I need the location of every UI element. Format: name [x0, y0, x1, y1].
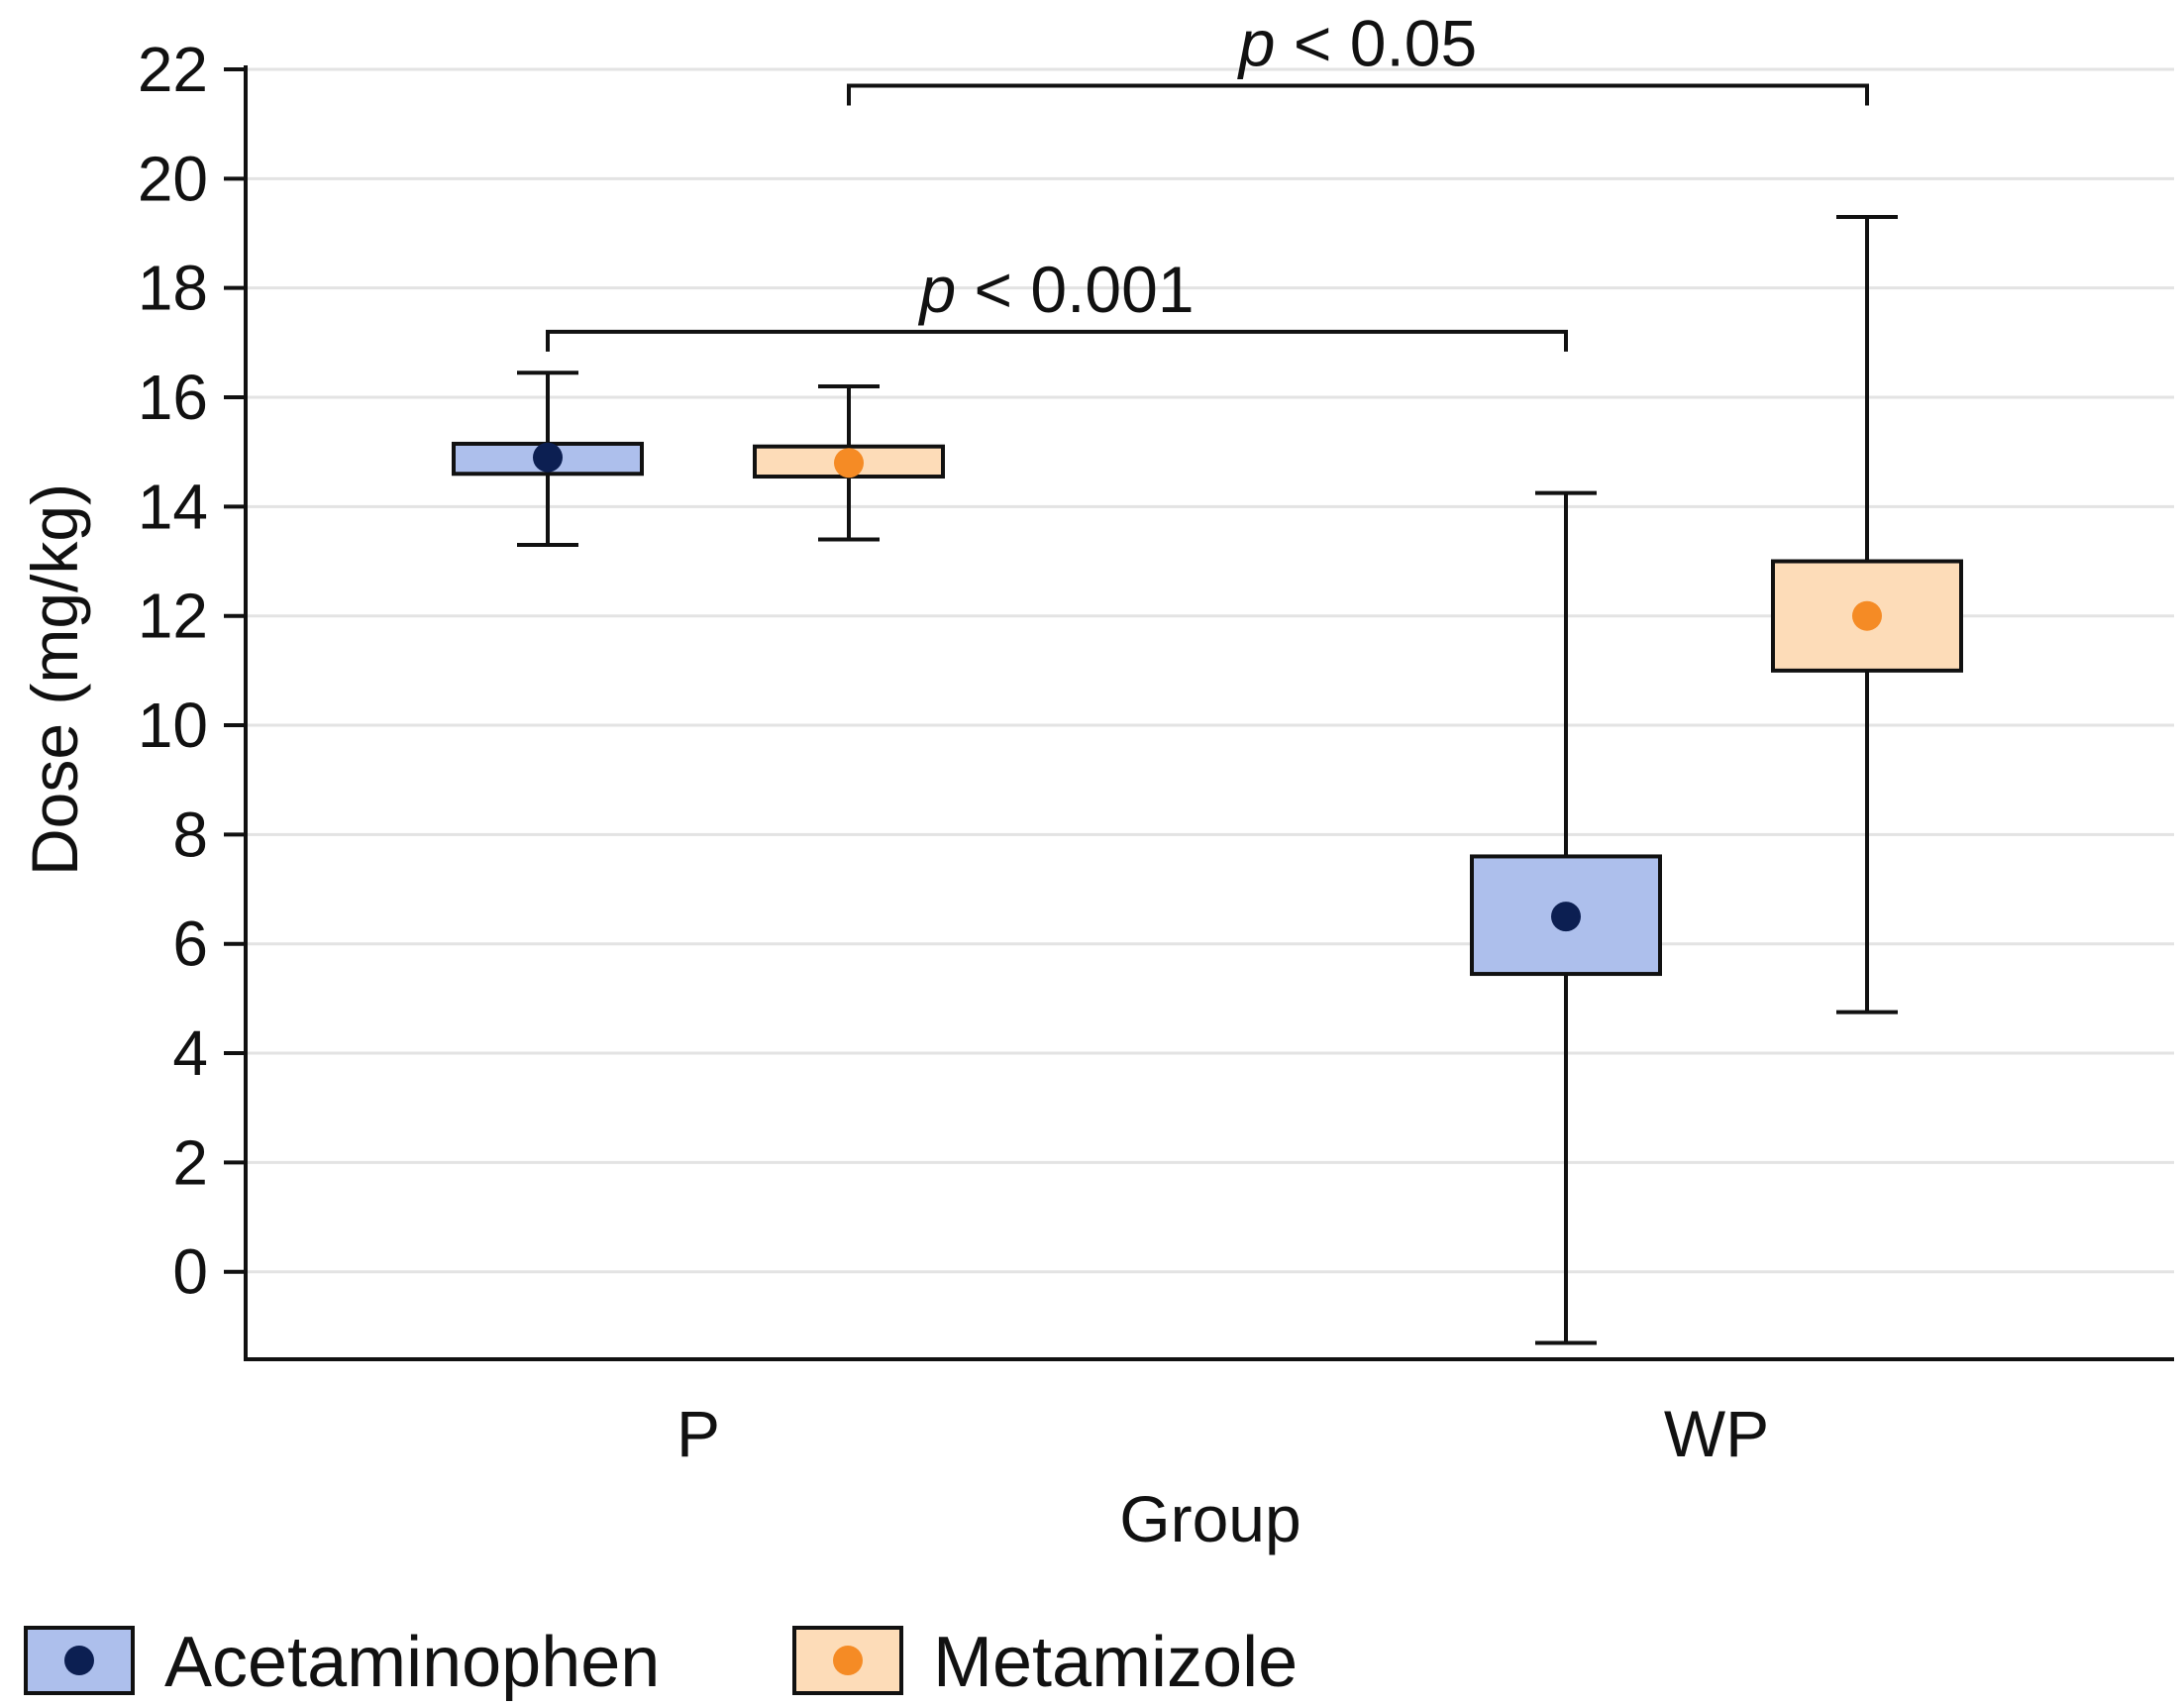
significance-label: p < 0.05 [1237, 7, 1477, 80]
y-tick-label-12: 12 [138, 581, 208, 652]
legend-label: Acetaminophen [164, 1623, 660, 1702]
p-value: < 0.05 [1276, 7, 1478, 80]
y-tick-label-22: 22 [138, 34, 208, 105]
y-tick-label-20: 20 [138, 143, 208, 214]
y-tick-label-6: 6 [172, 908, 208, 980]
legend-marker [64, 1646, 94, 1675]
y-tick-label-14: 14 [138, 471, 208, 542]
gridlines [246, 67, 2174, 1274]
bracket-line [847, 83, 1869, 106]
box-metamizole-wp [1771, 214, 1963, 1014]
x-axis-title: Group [1119, 1482, 1300, 1555]
p-value: < 0.001 [956, 253, 1194, 326]
boxes [452, 214, 1963, 1345]
mean-marker [533, 442, 563, 473]
significance-bracket-2: p < 0.05 [847, 7, 1869, 106]
axes: 0 2 4 6 8 10 12 14 16 18 20 22 P WP Group Dose (mg/kg) [18, 34, 2174, 1555]
significance-bracket-1: p < 0.001 [546, 253, 1568, 352]
p-symbol: p [917, 253, 956, 326]
legend-label: Metamizole [933, 1623, 1298, 1702]
y-tick-label-16: 16 [138, 362, 208, 433]
legend-item-acetaminophen: Acetaminophen [24, 1623, 660, 1702]
p-symbol: p [1237, 7, 1276, 80]
box-acetaminophen-wp [1470, 490, 1662, 1345]
y-tick-label-8: 8 [172, 799, 208, 870]
box-body [1470, 854, 1662, 977]
mean-marker [834, 448, 864, 479]
legend: Acetaminophen Metamizole [24, 1623, 1298, 1702]
mean-marker [1551, 902, 1581, 932]
legend-marker [833, 1646, 863, 1675]
x-category-label-p: P [676, 1397, 720, 1470]
y-tick-label-0: 0 [172, 1236, 208, 1308]
legend-item-metamizole: Metamizole [792, 1623, 1298, 1702]
y-tick-label-10: 10 [138, 690, 208, 761]
significance-label: p < 0.001 [917, 253, 1194, 326]
mean-marker [1852, 600, 1882, 631]
y-tick-label-4: 4 [172, 1017, 208, 1089]
y-tick-label-18: 18 [138, 253, 208, 324]
x-category-label-wp: WP [1664, 1397, 1769, 1470]
legend-swatch [792, 1626, 903, 1695]
bracket-line [546, 329, 1568, 352]
box-metamizole-p [753, 383, 945, 542]
box-acetaminophen-p [452, 371, 644, 547]
y-tick-label-2: 2 [172, 1126, 208, 1198]
y-axis-title: Dose (mg/kg) [18, 483, 91, 876]
